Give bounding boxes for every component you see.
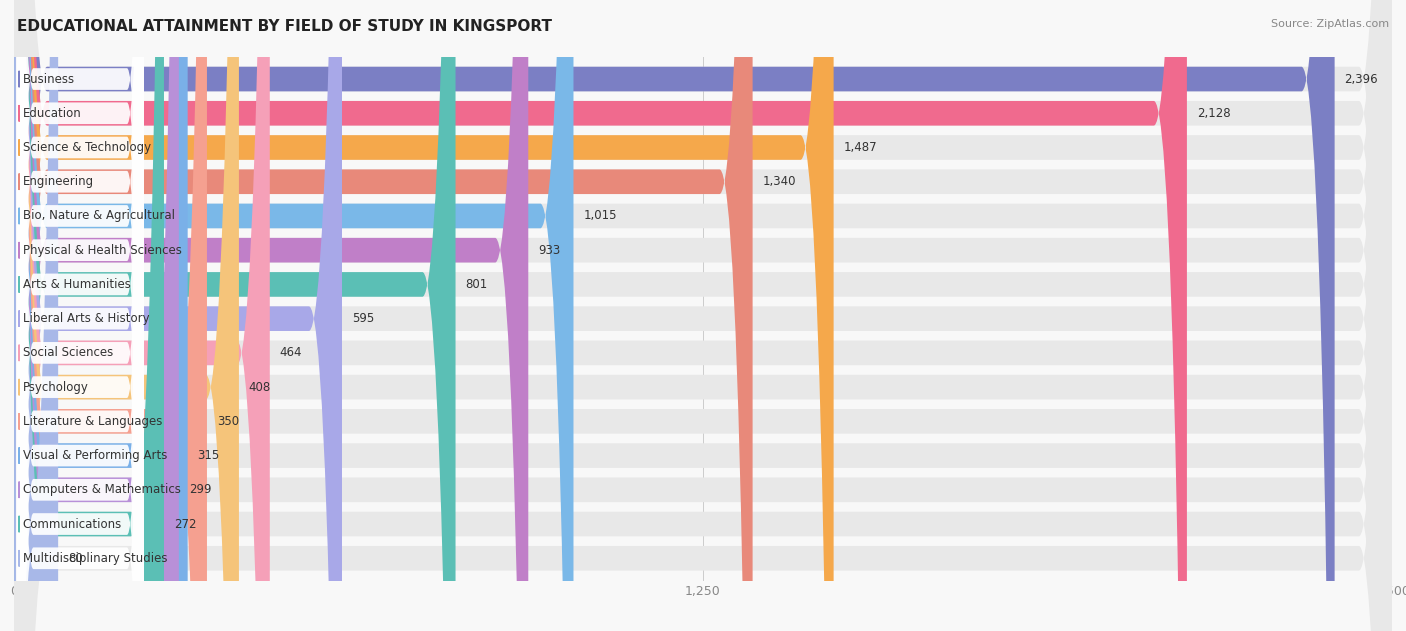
FancyBboxPatch shape [17,0,143,631]
Text: 1,015: 1,015 [583,209,617,223]
FancyBboxPatch shape [17,0,143,631]
FancyBboxPatch shape [14,0,529,631]
Text: 80: 80 [67,551,83,565]
FancyBboxPatch shape [14,0,1392,631]
FancyBboxPatch shape [17,0,143,631]
FancyBboxPatch shape [14,0,1187,631]
FancyBboxPatch shape [14,0,1392,631]
FancyBboxPatch shape [14,0,1392,631]
FancyBboxPatch shape [14,0,1392,631]
Text: 801: 801 [465,278,488,291]
FancyBboxPatch shape [17,0,143,631]
Text: 315: 315 [198,449,219,462]
FancyBboxPatch shape [17,0,143,631]
Text: 1,487: 1,487 [844,141,877,154]
FancyBboxPatch shape [17,0,143,631]
Text: 595: 595 [352,312,374,325]
FancyBboxPatch shape [14,0,1392,631]
FancyBboxPatch shape [14,0,239,631]
FancyBboxPatch shape [14,0,1334,631]
FancyBboxPatch shape [14,0,1392,631]
FancyBboxPatch shape [14,0,58,631]
Text: Multidisciplinary Studies: Multidisciplinary Studies [22,551,167,565]
FancyBboxPatch shape [14,0,1392,631]
Text: Arts & Humanities: Arts & Humanities [22,278,131,291]
Text: Communications: Communications [22,517,122,531]
FancyBboxPatch shape [14,0,1392,631]
FancyBboxPatch shape [17,0,143,631]
Text: Liberal Arts & History: Liberal Arts & History [22,312,149,325]
FancyBboxPatch shape [14,0,752,631]
Text: Business: Business [22,73,75,86]
Text: Visual & Performing Arts: Visual & Performing Arts [22,449,167,462]
Text: Bio, Nature & Agricultural: Bio, Nature & Agricultural [22,209,174,223]
Text: 299: 299 [188,483,211,497]
FancyBboxPatch shape [14,0,574,631]
FancyBboxPatch shape [17,0,143,631]
Text: Psychology: Psychology [22,380,89,394]
Text: Physical & Health Sciences: Physical & Health Sciences [22,244,181,257]
FancyBboxPatch shape [14,0,187,631]
FancyBboxPatch shape [14,0,834,631]
FancyBboxPatch shape [14,0,165,631]
Text: 408: 408 [249,380,271,394]
FancyBboxPatch shape [14,0,342,631]
Text: 464: 464 [280,346,302,360]
FancyBboxPatch shape [14,0,1392,631]
Text: Source: ZipAtlas.com: Source: ZipAtlas.com [1271,19,1389,29]
Text: Education: Education [22,107,82,120]
Text: Computers & Mathematics: Computers & Mathematics [22,483,180,497]
FancyBboxPatch shape [14,0,1392,631]
FancyBboxPatch shape [17,0,143,631]
Text: 2,128: 2,128 [1197,107,1230,120]
FancyBboxPatch shape [17,0,143,631]
FancyBboxPatch shape [17,0,143,631]
Text: 350: 350 [217,415,239,428]
FancyBboxPatch shape [14,0,456,631]
FancyBboxPatch shape [14,0,1392,631]
FancyBboxPatch shape [17,0,143,631]
Text: Engineering: Engineering [22,175,94,188]
Text: 933: 933 [538,244,561,257]
Text: Social Sciences: Social Sciences [22,346,112,360]
FancyBboxPatch shape [14,0,207,631]
Text: Science & Technology: Science & Technology [22,141,150,154]
Text: 1,340: 1,340 [762,175,796,188]
FancyBboxPatch shape [14,0,1392,631]
FancyBboxPatch shape [14,0,1392,631]
FancyBboxPatch shape [14,0,270,631]
Text: 272: 272 [174,517,197,531]
FancyBboxPatch shape [17,0,143,631]
FancyBboxPatch shape [14,0,179,631]
Text: Literature & Languages: Literature & Languages [22,415,162,428]
FancyBboxPatch shape [17,0,143,631]
Text: 2,396: 2,396 [1344,73,1378,86]
FancyBboxPatch shape [14,0,1392,631]
Text: EDUCATIONAL ATTAINMENT BY FIELD OF STUDY IN KINGSPORT: EDUCATIONAL ATTAINMENT BY FIELD OF STUDY… [17,19,553,34]
FancyBboxPatch shape [14,0,1392,631]
FancyBboxPatch shape [17,0,143,631]
